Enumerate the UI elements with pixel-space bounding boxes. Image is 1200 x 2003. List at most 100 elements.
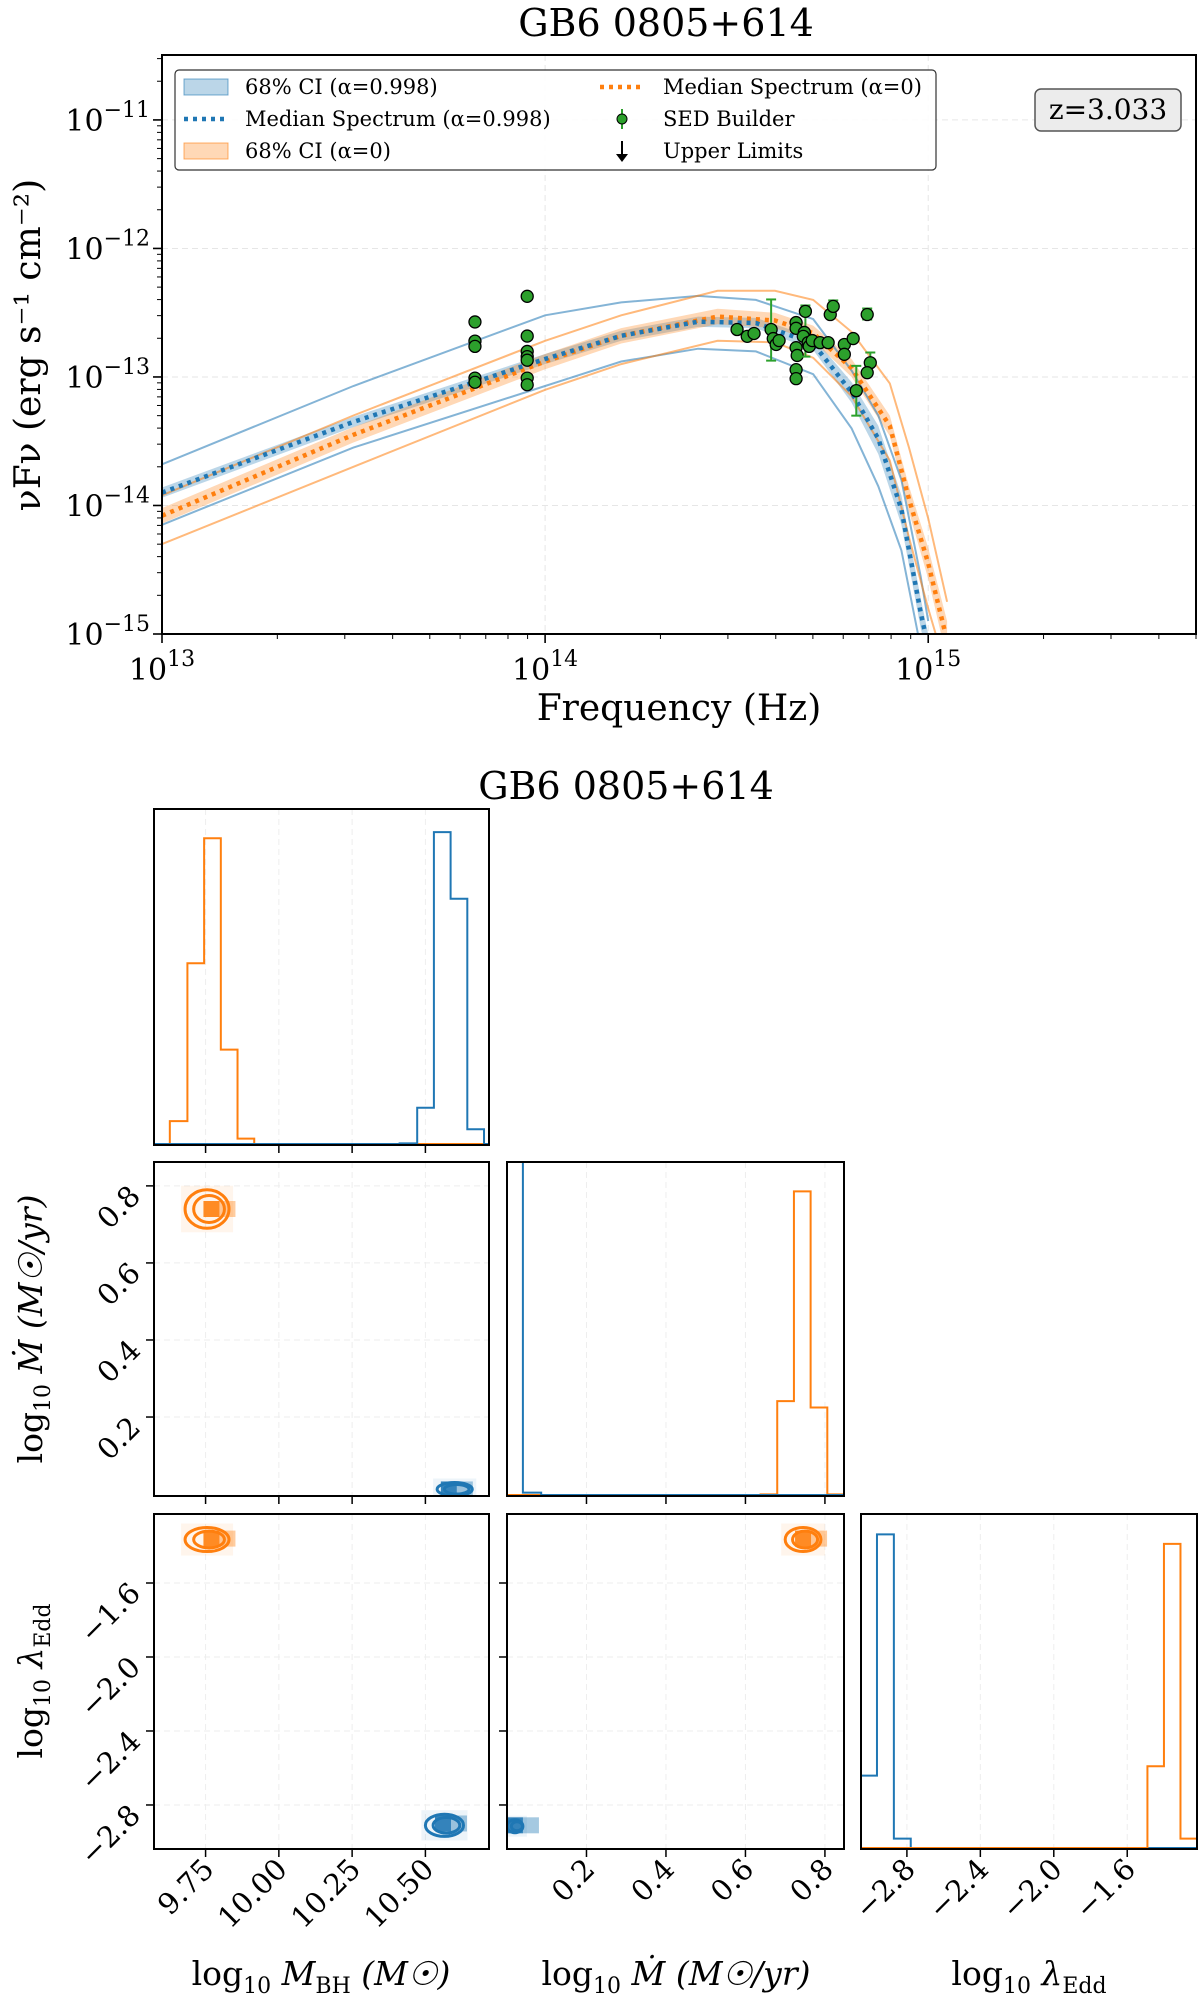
x-tick-label: 9.75: [151, 1852, 221, 1922]
contour-inner: [192, 1194, 226, 1224]
data-point: [520, 353, 534, 367]
legend-label: 68% CI (α=0.998): [245, 75, 438, 99]
y-axis-label-mdot: log10 Ṁ (M☉/yr): [11, 1195, 56, 1464]
x-tick-label: 1015: [895, 647, 961, 688]
sed-builder-point: [468, 315, 482, 329]
data-point: [860, 307, 874, 322]
data-point: [846, 331, 860, 346]
y-tick-label: −2.8: [73, 1798, 147, 1872]
contour-outer: [183, 1526, 231, 1554]
histogram-step: [861, 1542, 1197, 1849]
tick-exponent: 14: [550, 647, 578, 672]
panel-contents: [507, 1514, 844, 1849]
x-tick-label: 10.50: [358, 1852, 441, 1935]
x-tick-label: 0.8: [783, 1852, 840, 1909]
label-var: M: [271, 1954, 316, 1993]
tick-base: 10: [65, 361, 103, 396]
label-sub: 10: [31, 1384, 56, 1412]
histogram-panel: [153, 808, 490, 1153]
x-axis-label-mbh: log10 MBH (M☉): [192, 1954, 451, 1999]
density-blue: [421, 1810, 468, 1841]
label-unit: (M☉): [351, 1954, 451, 1993]
tick-base: 10: [65, 232, 103, 267]
redshift-label: z=3.033: [1049, 93, 1167, 126]
panel-frame: [153, 1513, 490, 1850]
contour-inner: [791, 1529, 820, 1550]
data-point: [849, 383, 863, 398]
label-var: λ: [1031, 1954, 1062, 1993]
x-tick-label: 1014: [512, 647, 578, 688]
legend-label: Median Spectrum (α=0.998): [245, 107, 551, 131]
sed-builder-point: [468, 339, 482, 354]
pair-panel: 0.2 0.4 0.6 0.8: [90, 1161, 490, 1504]
y-tick-label: −2.0: [73, 1650, 147, 1724]
label-var: Ṁ: [621, 1954, 666, 1993]
tick-exponent: −14: [104, 483, 150, 508]
data-point: [468, 315, 482, 329]
sed-builder-point: [860, 366, 874, 380]
legend-item: Upper Limits: [616, 139, 803, 163]
tick-exponent: −13: [104, 355, 150, 380]
tick-exponent: −12: [104, 226, 150, 251]
tick-exponent: −15: [104, 612, 150, 637]
data-point: [520, 329, 534, 343]
label-log: log: [192, 1954, 244, 1993]
sed-x-axis-label: Frequency (Hz): [537, 688, 822, 729]
sed-axes-frame: [161, 54, 1197, 635]
panel-frame: [153, 808, 490, 1146]
contour-outer: [183, 1188, 231, 1230]
sed-builder-point: [826, 299, 840, 314]
panel-contents: [507, 1162, 844, 1496]
histogram-step: [507, 1190, 844, 1496]
panel-contents: [861, 1514, 1197, 1849]
sed-y-axis-label: νFν (erg s⁻¹ cm⁻²): [8, 179, 49, 511]
panel-contents: [154, 809, 489, 1145]
contour-outer: [435, 1481, 474, 1496]
density-peak-cell: [795, 1530, 812, 1547]
y-tick-label: 10−12: [65, 226, 150, 267]
y-tick-label: 10−13: [65, 355, 150, 396]
density-peak-cell: [203, 1530, 220, 1547]
contour-outer: [423, 1812, 466, 1838]
data-point: [860, 366, 874, 380]
histogram-panel: −2.8 −2.4 −2.0 −1.6: [848, 1513, 1198, 1926]
legend-band-swatch: [183, 78, 229, 96]
label-var-sub: BH: [315, 1974, 350, 1999]
sed-builder-point: [747, 326, 761, 341]
panel-frame: [860, 1513, 1198, 1850]
data-point: [837, 347, 851, 361]
sed-builder-point: [520, 289, 534, 303]
sed-builder-point: [468, 375, 482, 389]
legend-label: Upper Limits: [663, 139, 803, 163]
label-log: log: [11, 1412, 50, 1464]
panel-frame: [153, 1161, 490, 1497]
data-point: [520, 289, 534, 303]
y-tick-label: 0.8: [90, 1179, 147, 1236]
x-tick-label: −2.0: [995, 1852, 1069, 1926]
sed-curves: [162, 289, 949, 634]
label-log: log: [951, 1954, 1003, 1993]
sed-builder-point: [520, 329, 534, 343]
tick-base: 10: [65, 104, 103, 139]
label-sub: 10: [1003, 1974, 1031, 1999]
legend-item: Median Spectrum (α=0): [600, 75, 922, 99]
x-tick-label: 0.2: [545, 1852, 602, 1909]
legend-item: 68% CI (α=0.998): [183, 75, 438, 99]
label-sub: 10: [243, 1974, 271, 1999]
legend-point: [616, 113, 628, 125]
contour-inner: [192, 1529, 226, 1550]
y-tick-label: 10−15: [65, 612, 150, 653]
outer-lower-line: [162, 347, 920, 634]
sed-builder-point: [846, 331, 860, 346]
label-log: log: [542, 1954, 594, 1993]
sed-builder-point: [790, 348, 804, 363]
data-point: [772, 333, 786, 348]
data-point: [747, 326, 761, 341]
legend-item: Median Spectrum (α=0.998): [184, 107, 551, 131]
x-tick-label: 0.4: [624, 1852, 681, 1909]
sed-builder-point: [860, 307, 874, 322]
y-tick-label: −1.6: [73, 1576, 147, 1650]
tick-base: 10: [895, 653, 933, 688]
data-point: [468, 339, 482, 354]
